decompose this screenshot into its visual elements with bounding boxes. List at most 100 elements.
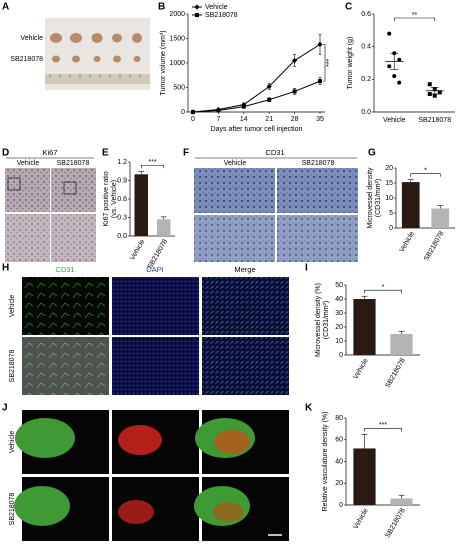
panel-letter: B (158, 2, 165, 13)
significance-label: * (424, 168, 427, 175)
x-tick-label: 14 (240, 116, 248, 123)
y-axis-label: Microvessel density (%) (315, 283, 322, 357)
marker (194, 4, 200, 10)
y-axis-label: (CD31/mm²) (323, 301, 330, 340)
fluor-image (112, 277, 199, 335)
marker (427, 82, 432, 87)
col-label: Vehicle (224, 160, 247, 167)
col-label: Vehicle (17, 160, 40, 167)
y-tick-label: 15 (385, 180, 393, 187)
panel-a: A Vehicle SB218078 (2, 2, 150, 90)
y-tick-label: 40 (335, 458, 343, 465)
marker (241, 104, 246, 109)
fluor-image (202, 337, 289, 395)
x-tick-label: Vehicle (352, 357, 369, 380)
col-label: CD31 (55, 265, 74, 274)
marker (266, 83, 272, 90)
y-tick-label: 60 (335, 437, 343, 444)
panel-letter: H (2, 263, 9, 274)
significance-label: ** (412, 12, 418, 19)
legend-label: SB218078 (205, 12, 238, 19)
fluor-image (112, 337, 199, 395)
y-axis-label: Ki67 positive ratio (103, 171, 110, 226)
panel-title: CD31 (265, 148, 284, 157)
panel-d: D Ki67 Vehicle SB218078 (2, 148, 96, 262)
cd31-image (277, 168, 358, 213)
y-tick-label: 1000 (169, 60, 185, 67)
y-tick-label: 20 (335, 480, 343, 487)
y-tick-label: 0 (339, 502, 343, 509)
panel-letter: F (183, 148, 189, 159)
cd31-zoom (277, 215, 358, 262)
y-axis-label: (vs. Vehicle) (111, 180, 118, 218)
y-tick-label: 20 (335, 324, 343, 331)
marker (427, 92, 432, 97)
panel-letter: J (2, 403, 8, 414)
col-label: SB218078 (302, 160, 335, 167)
panel-j: J Vehicle SB218078 (2, 403, 289, 541)
zoom-box (63, 181, 77, 195)
panel-h: H CD31 DAPI Merge Vehicle SB218078 (2, 263, 289, 395)
row-label: Vehicle (9, 295, 16, 318)
y-tick-label: 0.0 (361, 109, 371, 116)
ihc-image (51, 168, 96, 212)
marker (318, 79, 322, 84)
marker (292, 57, 298, 64)
significance-label: *** (326, 58, 333, 66)
y-tick-label: 0.0 (117, 233, 127, 240)
significance-bracket (364, 428, 402, 432)
y-tick-label: 80 (335, 415, 343, 422)
zebrafish-merge (214, 430, 250, 454)
y-tick-label: 0.4 (361, 44, 371, 51)
panel-letter: D (2, 148, 9, 159)
bar (390, 334, 413, 355)
y-tick-label: 0 (389, 225, 393, 232)
y-tick-label: 50 (335, 282, 343, 289)
significance-label: *** (148, 159, 156, 166)
panel-letter: I (305, 263, 308, 274)
x-axis-label: Days after tumor cell injection (211, 126, 303, 133)
zebrafish-gfp (14, 486, 70, 526)
bar (431, 208, 450, 228)
zebrafish-red (118, 425, 162, 455)
marker (317, 41, 323, 47)
x-tick-label: Vehicle (352, 507, 369, 530)
zoom-box (7, 177, 21, 191)
x-tick-label: 21 (265, 116, 273, 123)
y-tick-label: 0 (181, 109, 185, 116)
panel-letter: K (305, 403, 313, 414)
panel-letter: A (2, 2, 9, 13)
y-tick-label: 1500 (169, 35, 185, 42)
y-axis-label: Microvessel density (367, 167, 374, 229)
row-label: SB218078 (9, 350, 16, 383)
y-tick-label: 10 (385, 195, 393, 202)
row-label: SB218078 (10, 56, 43, 63)
bar (353, 448, 376, 505)
y-tick-label: 0.3 (117, 214, 127, 221)
marker (292, 89, 297, 94)
bar (401, 182, 420, 228)
y-tick-label: 0.6 (361, 11, 371, 18)
zebrafish-gfp (15, 418, 75, 458)
significance-bracket (410, 173, 441, 177)
significance-label: *** (379, 422, 387, 429)
x-tick-label: 7 (216, 116, 220, 123)
row-label: Vehicle (20, 35, 43, 42)
ihc-zoom (5, 214, 50, 262)
significance-bracket (323, 44, 326, 82)
ruler (45, 74, 150, 84)
y-tick-label: 20 (385, 165, 393, 172)
x-tick-label: Vehicle (399, 230, 416, 253)
y-tick-label: 0 (339, 352, 343, 359)
marker (437, 90, 442, 95)
x-tick-label: 35 (316, 116, 324, 123)
zebrafish-merge (213, 502, 243, 522)
col-label: DAPI (146, 265, 164, 274)
panel-letter: G (368, 148, 376, 159)
significance-bracket (364, 289, 402, 294)
panel-letter: C (345, 2, 352, 13)
bar (390, 498, 413, 505)
y-tick-label: 1.2 (117, 159, 127, 166)
marker (216, 108, 221, 113)
